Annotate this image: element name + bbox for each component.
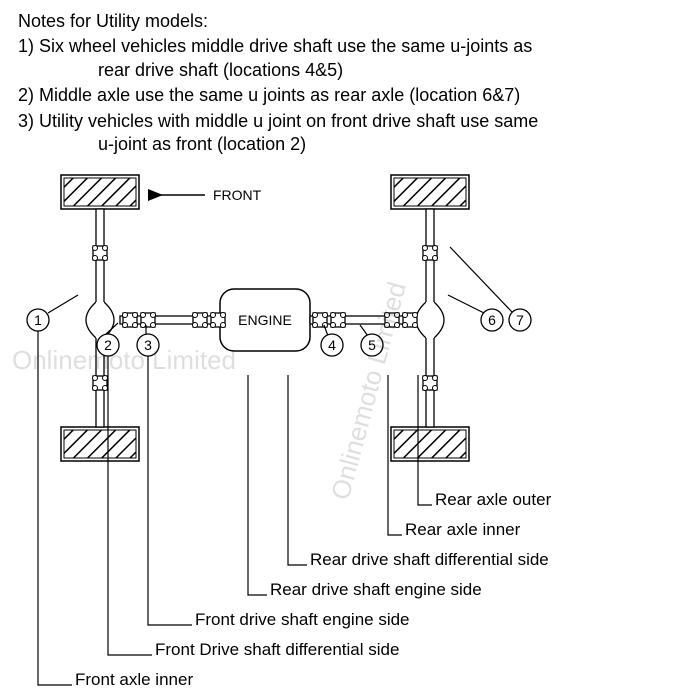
label-rear-axle-inner: Rear axle inner — [405, 520, 520, 540]
notes-title: Notes for Utility models: — [18, 10, 682, 33]
label-front-axle-inner: Front axle inner — [75, 670, 193, 690]
notes-block: Notes for Utility models: 1) Six wheel v… — [18, 10, 682, 158]
note-2: 2) Middle axle use the same u joints as … — [18, 84, 682, 107]
note-2-text: Middle axle use the same u joints as rea… — [39, 85, 520, 105]
label-rear-drive-diff-side: Rear drive shaft differential side — [310, 550, 549, 570]
note-1-num: 1) — [18, 36, 34, 56]
note-3-text: Utility vehicles with middle u joint on … — [39, 111, 538, 131]
note-1-cont: rear drive shaft (locations 4&5) — [48, 59, 682, 82]
svg-text:FRONT: FRONT — [213, 187, 262, 203]
svg-text:6: 6 — [488, 312, 496, 328]
note-3: 3) Utility vehicles with middle u joint … — [18, 110, 682, 157]
note-1: 1) Six wheel vehicles middle drive shaft… — [18, 35, 682, 82]
note-2-num: 2) — [18, 85, 34, 105]
diagram: ENGINEFRONT 1234567 Front axle innerFron… — [0, 165, 700, 700]
watermark: Onlinemoto Limited — [12, 345, 236, 376]
label-rear-axle-outer: Rear axle outer — [435, 490, 551, 510]
label-front-drive-eng-side: Front drive shaft engine side — [195, 610, 410, 630]
note-1-text: Six wheel vehicles middle drive shaft us… — [39, 36, 532, 56]
note-3-cont: u-joint as front (location 2) — [48, 133, 682, 156]
svg-text:ENGINE: ENGINE — [238, 312, 292, 328]
label-rear-drive-eng-side: Rear drive shaft engine side — [270, 580, 482, 600]
svg-text:4: 4 — [328, 337, 336, 353]
label-front-drive-diff-side: Front Drive shaft differential side — [155, 640, 399, 660]
note-3-num: 3) — [18, 111, 34, 131]
svg-text:7: 7 — [516, 312, 524, 328]
svg-text:1: 1 — [34, 312, 42, 328]
